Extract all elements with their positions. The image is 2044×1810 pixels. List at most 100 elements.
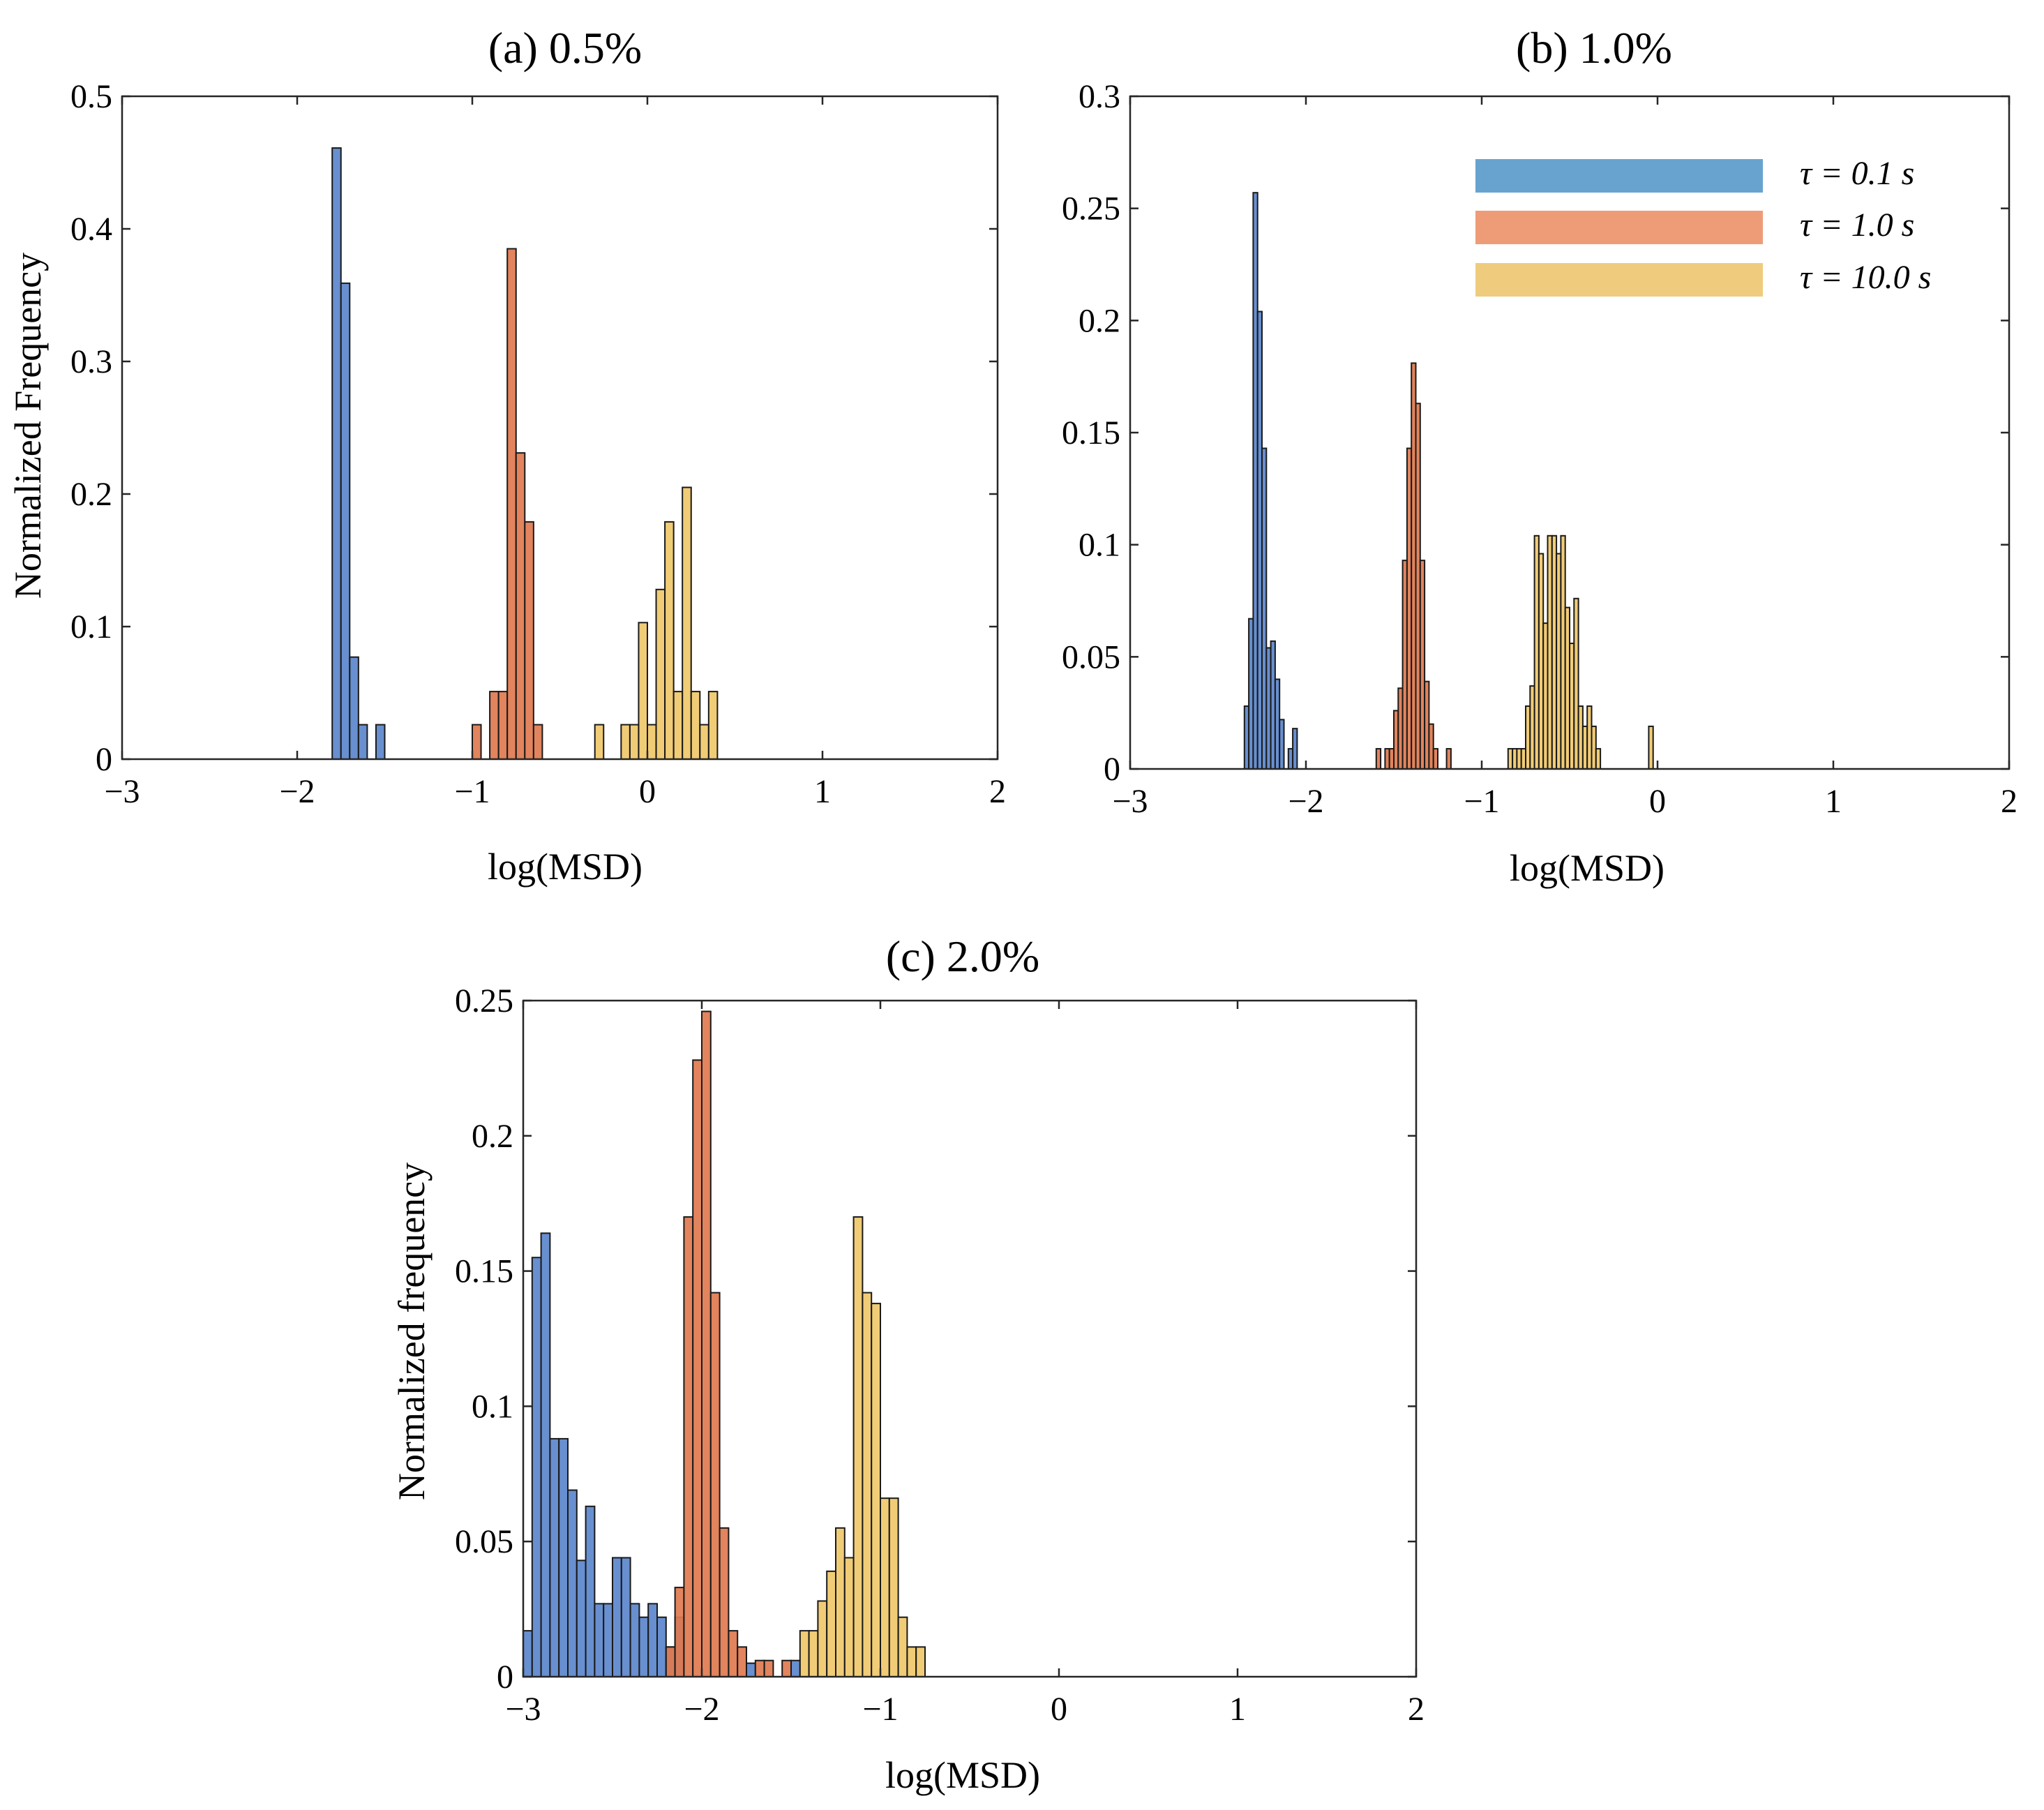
panel-a-bar-s2-11	[707, 691, 719, 760]
panel-a-bar-s0-2	[349, 656, 359, 761]
panel-b-bar-s2-21	[1648, 725, 1654, 770]
panel-c-bar-s1-4	[701, 1010, 712, 1677]
panel-c-bars	[523, 1010, 926, 1678]
panel-b-xtick-label-2: −2	[1288, 783, 1323, 820]
panel-c-bar-s2-13	[915, 1646, 926, 1678]
panel-c-ytick-label-0-1: 0.1	[472, 1388, 513, 1425]
panel-c-bar-s2-3	[826, 1570, 836, 1678]
panel-c-bar-s0-4	[558, 1437, 569, 1677]
panel-c-ytick-label-0: 0	[497, 1659, 513, 1696]
panel-a-ytick-label-0-5: 0.5	[70, 78, 112, 115]
panel-a-xlabel: log(MSD)	[488, 846, 642, 888]
panel-a-bar-s0-4	[375, 724, 386, 760]
panel-b-bar-s0-8	[1279, 719, 1285, 770]
panel-b-ytick-label-0-1: 0.1	[1079, 527, 1120, 564]
panel-c-axes-frame	[522, 999, 1418, 1678]
panel-a-bar-s0-1	[340, 282, 351, 760]
panel-a-ytick-label-0: 0	[96, 741, 112, 778]
panel-c-bar-s0-15	[656, 1616, 667, 1677]
panel-c-bar-s0-2	[540, 1232, 551, 1677]
panel-b-ytick-label-0-05: 0.05	[1062, 638, 1120, 675]
panel-a-ytick-label-0-1: 0.1	[70, 608, 112, 645]
panel-a-bar-s1-2	[497, 691, 509, 760]
panel-b-bar-s2-20	[1595, 748, 1602, 770]
panel-a-bar-s2-0	[594, 724, 605, 760]
panel-a-ylabel: Normalized Frequency	[7, 253, 49, 599]
panel-c-bar-s2-0	[799, 1630, 810, 1678]
panel-c-bar-s1-3	[692, 1059, 703, 1677]
panel-b-bar-s1-12	[1432, 748, 1438, 770]
panel-c-bar-s1-10	[763, 1659, 774, 1677]
panel-c-bar-s0-11	[620, 1557, 631, 1677]
panel-c-bar-s0-18	[746, 1662, 756, 1678]
panel-c-bar-s0-12	[629, 1603, 640, 1678]
panel-a-bar-s2-6	[664, 521, 675, 761]
panel-a-xtick-label-3: −3	[104, 773, 140, 810]
panel-a-bar-s2-3	[638, 622, 649, 760]
panel-a-xtick-label-2: 2	[989, 773, 1006, 810]
panel-c-xtick-label-2: −2	[684, 1691, 719, 1728]
panel-c-xtick-label-0: 0	[1051, 1691, 1067, 1728]
panel-b-ytick-label-0-2: 0.2	[1079, 302, 1120, 339]
panel-a-bar-s2-1	[620, 724, 631, 760]
legend-label-tau-0-1: τ = 0.1 s	[1800, 155, 1914, 192]
panel-c-bar-s0-8	[594, 1603, 605, 1678]
panel-c-bar-s2-9	[880, 1497, 890, 1677]
panel-c-bar-s0-7	[585, 1505, 596, 1678]
panel-a-bar-s1-3	[506, 248, 517, 760]
panel-a-axes-frame	[121, 95, 999, 761]
panel-c-bar-s2-8	[871, 1303, 881, 1677]
panel-a-xtick-label-0: 0	[639, 773, 656, 810]
panel-c-bar-s2-7	[862, 1292, 873, 1677]
panel-c-ytick-label-0-15: 0.15	[455, 1253, 513, 1290]
panel-a-ytick-label-0-2: 0.2	[70, 476, 112, 513]
panel-c-bar-s1-0	[665, 1646, 676, 1678]
legend-label-tau-10-0: τ = 10.0 s	[1800, 259, 1931, 296]
panel-a-xtick-label-2: −2	[279, 773, 315, 810]
panel-c-bar-s1-2	[683, 1216, 694, 1677]
panel-a-bar-s1-5	[524, 521, 534, 761]
panel-c-xlabel: log(MSD)	[885, 1754, 1040, 1796]
panel-c-bar-s0-19	[790, 1659, 801, 1677]
panel-c-bar-s2-4	[835, 1527, 846, 1678]
panel-b-ytick-label-0-15: 0.15	[1062, 414, 1120, 451]
panel-a-bar-s1-1	[489, 691, 499, 760]
panel-a-ytick-label-0-3: 0.3	[70, 343, 112, 380]
panel-b-ytick-label-0-25: 0.25	[1062, 190, 1120, 227]
panel-c-bar-s2-11	[897, 1616, 908, 1677]
panel-c-ylabel: Normalized frequency	[391, 1162, 433, 1500]
panel-c-bar-s0-14	[647, 1603, 659, 1678]
panel-a-xtick-label-1: 1	[814, 773, 831, 810]
panel-a-ytick-label-0-4: 0.4	[70, 211, 112, 248]
panel-a-bar-s1-4	[515, 452, 526, 760]
panel-a-bar-s2-10	[699, 724, 709, 760]
panel-b-xlabel: log(MSD)	[1510, 847, 1664, 889]
panel-c-bar-s0-1	[531, 1257, 542, 1677]
legend-swatch-tau-1-0	[1475, 211, 1763, 244]
panel-c-xtick-label-3: −3	[505, 1691, 541, 1728]
panel-b-bar-s1-13	[1445, 748, 1452, 770]
panel-c-bar-s1-7	[728, 1630, 739, 1678]
panel-c-bar-s1-11	[781, 1659, 792, 1677]
panel-a-bar-s2-7	[672, 691, 684, 760]
panel-a-bar-s2-5	[655, 588, 666, 760]
panel-c-ytick-label-0-2: 0.2	[472, 1118, 513, 1155]
panel-c-bar-s2-10	[888, 1497, 899, 1677]
legend: τ = 0.1 s τ = 1.0 s τ = 10.0 s	[1475, 155, 1931, 297]
panel-c-ytick-label-0-25: 0.25	[455, 982, 513, 1019]
panel-b-xtick-label-2: 2	[2001, 783, 2017, 820]
panel-c-xtick-label-2: 2	[1408, 1691, 1425, 1728]
panel-a-bar-s0-3	[357, 724, 368, 760]
panel-c-xtick-label-1: −1	[862, 1691, 898, 1728]
panel-c-bar-s2-6	[852, 1216, 864, 1677]
panel-a: (a) 0.5% log(MSD) Normalized Frequency −…	[7, 23, 1006, 888]
panel-c-bar-s2-12	[906, 1646, 917, 1678]
panel-b-xtick-label-1: 1	[1825, 783, 1842, 820]
panel-a-bar-s2-9	[690, 691, 701, 760]
panel-c-bar-s0-5	[567, 1489, 578, 1678]
panel-c-bar-s2-2	[817, 1600, 828, 1677]
panel-a-bar-s2-8	[682, 486, 692, 760]
panel-b-xtick-label-0: 0	[1649, 783, 1666, 820]
panel-a-xtick-label-1: −1	[454, 773, 490, 810]
